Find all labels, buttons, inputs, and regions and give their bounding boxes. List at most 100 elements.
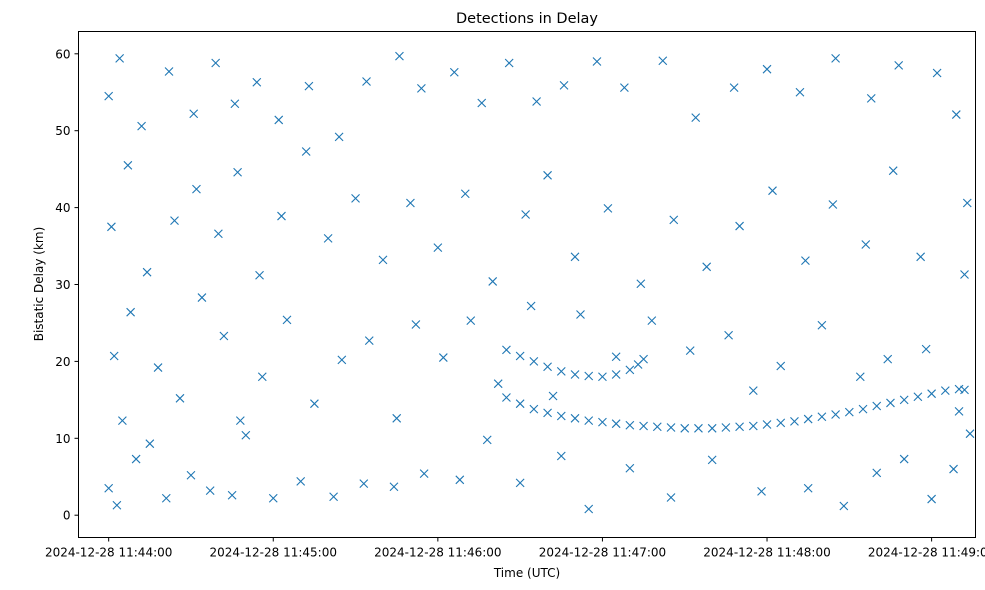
data-point-marker xyxy=(112,500,122,510)
data-point-marker xyxy=(694,423,703,433)
data-point-marker xyxy=(227,490,237,500)
data-point-marker xyxy=(502,393,511,402)
data-point-marker xyxy=(543,408,552,418)
x-tick-label: 2024-12-28 11:46:00 xyxy=(374,546,501,560)
data-point-marker xyxy=(916,252,926,262)
data-point-marker xyxy=(197,293,207,302)
data-point-marker xyxy=(639,354,648,364)
data-point-marker xyxy=(274,115,284,125)
data-point-marker xyxy=(504,58,514,68)
data-point-marker xyxy=(913,392,923,402)
x-axis-label: Time (UTC) xyxy=(493,566,560,580)
data-point-marker xyxy=(872,468,882,478)
data-point-marker xyxy=(927,389,936,399)
data-point-marker xyxy=(735,422,744,432)
data-point-marker xyxy=(598,417,607,427)
data-point-marker xyxy=(570,370,580,379)
y-tick-label: 10 xyxy=(55,432,70,446)
x-tick-label: 2024-12-28 11:44:00 xyxy=(45,546,172,560)
data-point-marker xyxy=(277,211,286,221)
data-point-marker xyxy=(757,486,766,496)
data-point-marker xyxy=(861,240,871,249)
data-point-marker xyxy=(477,98,487,108)
data-point-marker xyxy=(301,147,311,156)
data-point-marker xyxy=(636,279,646,289)
data-point-marker xyxy=(584,416,594,426)
data-point-marker xyxy=(658,56,668,66)
data-point-marker xyxy=(482,435,492,445)
data-point-marker xyxy=(543,362,552,372)
data-point-marker xyxy=(449,67,459,77)
data-point-marker xyxy=(323,233,333,243)
data-point-marker xyxy=(337,355,347,365)
data-point-marker xyxy=(556,451,566,461)
data-point-marker xyxy=(515,351,525,361)
data-point-marker xyxy=(729,83,739,93)
data-point-marker xyxy=(137,121,146,131)
data-point-marker xyxy=(858,404,868,414)
data-point-marker xyxy=(548,391,558,401)
data-point-marker xyxy=(639,421,648,431)
data-point-marker xyxy=(142,267,152,277)
data-point-marker xyxy=(359,479,369,489)
data-point-marker xyxy=(257,372,267,382)
data-point-marker xyxy=(241,430,251,440)
data-point-marker xyxy=(921,344,931,354)
data-point-marker xyxy=(235,416,245,426)
data-point-marker xyxy=(532,97,541,106)
data-point-marker xyxy=(282,315,292,325)
data-point-marker xyxy=(666,423,676,432)
data-point-marker xyxy=(592,57,602,66)
data-point-marker xyxy=(556,367,566,376)
data-point-marker xyxy=(855,372,865,382)
data-point-marker xyxy=(883,354,893,364)
data-point-marker xyxy=(707,455,717,465)
data-point-marker xyxy=(965,429,975,439)
data-point-marker xyxy=(894,60,904,70)
data-point-marker xyxy=(866,94,876,103)
data-point-marker xyxy=(104,483,114,493)
data-point-marker xyxy=(515,399,525,409)
data-point-marker xyxy=(886,398,895,408)
x-tick-label: 2024-12-28 11:45:00 xyxy=(210,546,337,560)
data-point-marker xyxy=(186,470,196,480)
data-point-marker xyxy=(460,189,470,199)
data-point-marker xyxy=(872,401,882,411)
data-point-marker xyxy=(131,454,141,464)
data-point-marker xyxy=(364,336,374,346)
data-point-marker xyxy=(899,454,909,464)
y-tick-label: 20 xyxy=(55,355,70,369)
data-point-marker xyxy=(389,482,399,492)
data-point-marker xyxy=(126,307,136,317)
data-point-marker xyxy=(233,167,242,177)
data-point-marker xyxy=(790,416,799,426)
data-point-marker xyxy=(652,422,662,432)
x-axis-ticks: 2024-12-28 11:44:00 2024-12-28 11:45:00 20… xyxy=(45,537,985,560)
data-point-marker xyxy=(529,357,539,366)
data-point-marker xyxy=(493,379,503,389)
data-point-marker xyxy=(118,416,127,426)
data-point-marker xyxy=(603,203,613,213)
data-points xyxy=(104,51,975,514)
data-point-marker xyxy=(466,316,476,326)
data-point-marker xyxy=(899,395,909,405)
data-point-marker xyxy=(611,419,621,429)
data-point-marker xyxy=(107,222,116,232)
data-point-marker xyxy=(164,67,174,76)
data-point-marker xyxy=(598,372,607,382)
y-tick-label: 60 xyxy=(55,47,70,61)
data-point-marker xyxy=(310,399,319,409)
data-point-marker xyxy=(776,418,786,428)
data-point-marker xyxy=(748,386,758,396)
y-tick-label: 40 xyxy=(55,201,70,215)
y-axis-label: Bistatic Delay (km) xyxy=(32,227,46,342)
data-point-marker xyxy=(252,77,262,87)
data-point-marker xyxy=(721,423,731,432)
data-point-marker xyxy=(831,54,840,63)
data-point-marker xyxy=(803,483,813,493)
data-point-marker xyxy=(175,393,185,403)
data-point-marker xyxy=(762,64,772,74)
data-point-marker xyxy=(828,200,838,209)
data-point-marker xyxy=(960,270,969,279)
